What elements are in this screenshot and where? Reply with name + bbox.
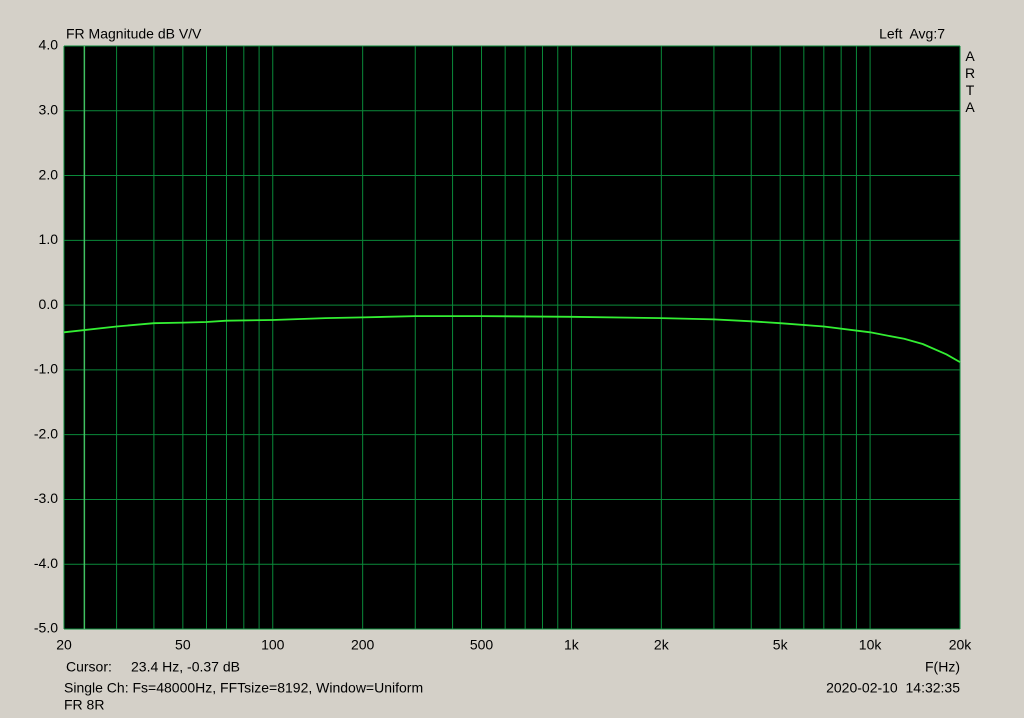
x-tick-label: 20k bbox=[949, 637, 973, 653]
subfooter: FR 8R bbox=[64, 697, 104, 713]
y-tick-label: -3.0 bbox=[34, 490, 58, 506]
x-tick-label: 10k bbox=[859, 637, 883, 653]
y-tick-label: 0.0 bbox=[39, 296, 59, 312]
timestamp: 2020-02-10 14:32:35 bbox=[826, 680, 960, 696]
chart-title: FR Magnitude dB V/V bbox=[66, 26, 202, 42]
cursor-value: 23.4 Hz, -0.37 dB bbox=[131, 659, 240, 675]
y-tick-label: 1.0 bbox=[39, 231, 59, 247]
plot-area bbox=[64, 46, 960, 629]
channel-info: Left Avg:7 bbox=[879, 26, 945, 42]
x-tick-label: 500 bbox=[470, 637, 494, 653]
cursor-label: Cursor: bbox=[66, 659, 112, 675]
x-tick-label: 2k bbox=[654, 637, 670, 653]
y-tick-label: -5.0 bbox=[34, 620, 58, 636]
y-tick-label: 4.0 bbox=[39, 37, 59, 53]
x-tick-label: 5k bbox=[773, 637, 789, 653]
y-tick-label: -2.0 bbox=[34, 425, 58, 441]
x-tick-label: 1k bbox=[564, 637, 580, 653]
x-axis-label: F(Hz) bbox=[925, 659, 960, 675]
y-tick-label: 2.0 bbox=[39, 166, 59, 182]
x-tick-label: 20 bbox=[56, 637, 72, 653]
response-line bbox=[63, 315, 961, 363]
y-tick-label: -4.0 bbox=[34, 555, 58, 571]
y-tick-label: 3.0 bbox=[39, 101, 59, 117]
brand: ARTA bbox=[962, 48, 978, 116]
y-tick-label: -1.0 bbox=[34, 361, 58, 377]
x-tick-label: 100 bbox=[261, 637, 285, 653]
x-tick-label: 200 bbox=[351, 637, 375, 653]
footer: Single Ch: Fs=48000Hz, FFTsize=8192, Win… bbox=[64, 680, 423, 696]
x-tick-label: 50 bbox=[175, 637, 191, 653]
